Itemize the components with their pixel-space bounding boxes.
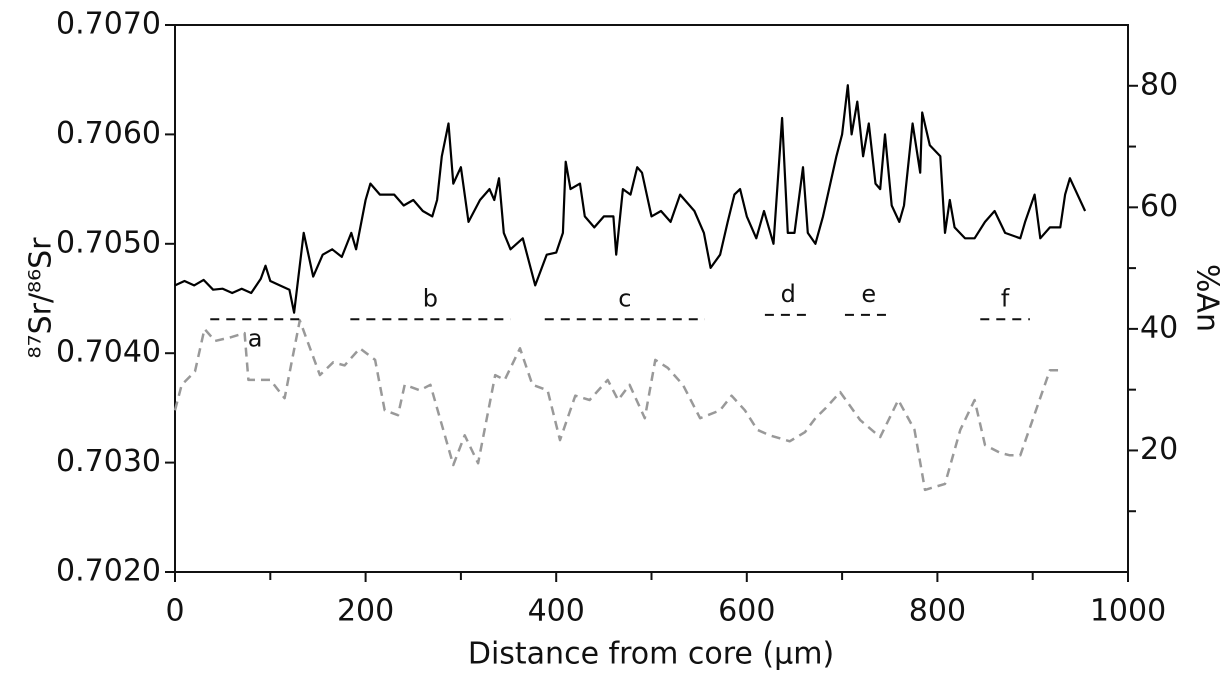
plot-frame (174, 24, 1129, 573)
segment-label: e (861, 280, 876, 308)
y-tick-label: 0.7030 (56, 444, 161, 479)
x-tick-label: 400 (528, 594, 585, 629)
y-tick-label: 0.7070 (56, 7, 161, 42)
x-tick-label: 0 (165, 594, 184, 629)
y2-axis-label: %An (1190, 264, 1225, 332)
y-tick-label: 0.7040 (56, 335, 161, 370)
y2-tick-label: 40 (1140, 310, 1178, 345)
x-tick-label: 600 (718, 594, 775, 629)
y-axis-label: ⁸⁷Sr/⁸⁶Sr (24, 237, 59, 359)
x-tick-label: 800 (909, 594, 966, 629)
y-tick-label: 0.7060 (56, 116, 161, 151)
segment-label: f (1001, 284, 1010, 312)
y2-tick-label: 80 (1140, 67, 1178, 102)
segment-label: c (618, 284, 631, 312)
y-tick-label: 0.7050 (56, 225, 161, 260)
x-axis-label: Distance from core (μm) (468, 637, 834, 672)
y-tick-label: 0.7020 (56, 554, 161, 589)
data-line (173, 319, 1061, 492)
segment-label: b (423, 284, 438, 312)
y2-tick-label: 20 (1140, 432, 1178, 467)
x-tick-label: 1000 (1090, 594, 1166, 629)
y2-tick-label: 60 (1140, 189, 1178, 224)
segment-label: d (781, 280, 796, 308)
segment-label: a (248, 324, 263, 352)
x-tick-label: 200 (337, 594, 394, 629)
data-line (174, 84, 1087, 314)
